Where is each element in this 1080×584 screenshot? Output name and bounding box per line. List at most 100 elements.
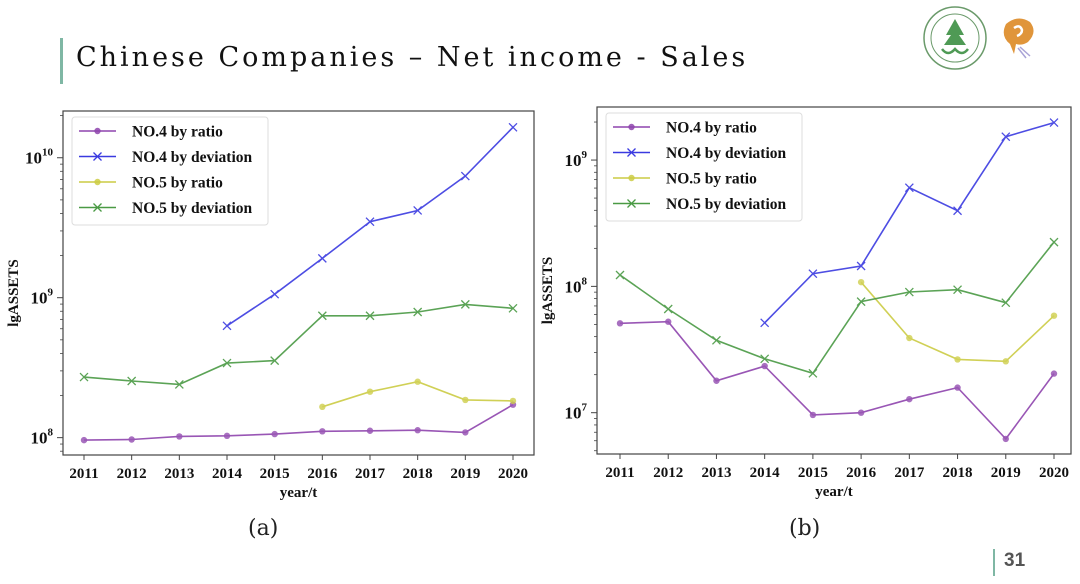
data-point: [857, 278, 865, 286]
series-no-4-by-deviation: [760, 118, 1059, 328]
orange-mascot-logo: [1003, 18, 1034, 59]
page-number-accent-bar: [993, 549, 995, 576]
data-point: [1001, 132, 1011, 142]
series-no-4-by-deviation: [222, 122, 518, 331]
data-point: [1049, 118, 1059, 128]
legend-label: NO.4 by deviation: [132, 149, 253, 166]
data-point: [509, 397, 517, 405]
data-point: [460, 299, 470, 309]
data-point: [413, 206, 423, 215]
data-point: [808, 368, 818, 378]
chart-a: 108 109 1010 2011 2012 2013 2014 2015 2016 2017 20…: [6, 110, 535, 501]
data-point: [366, 388, 374, 395]
data-point: [460, 171, 470, 181]
data-point: [222, 321, 232, 331]
data-point: [413, 307, 423, 317]
data-point: [222, 358, 232, 368]
data-point: [760, 318, 770, 328]
data-point: [317, 311, 327, 321]
legend-entry: NO.4 by ratio: [79, 124, 223, 141]
data-point: [904, 287, 914, 297]
data-point: [94, 178, 101, 186]
x-tick-label: 2017: [355, 466, 386, 482]
data-point: [856, 297, 866, 307]
y-axis-label: lgASSETS: [540, 257, 556, 325]
data-point: [319, 403, 326, 411]
legend-box: [71, 116, 269, 226]
y-tick-label: 109: [565, 149, 588, 170]
y-tick-label: 108: [565, 275, 588, 296]
data-point: [128, 436, 135, 443]
data-point: [628, 174, 635, 182]
data-point: [809, 411, 817, 419]
data-point: [508, 303, 518, 313]
data-point: [365, 217, 375, 227]
x-tick-label: 2012: [653, 465, 683, 481]
legend-entry: NO.4 by ratio: [613, 120, 757, 137]
data-point: [462, 429, 469, 436]
y-tick-label: 107: [565, 402, 588, 423]
legend-label: NO.5 by deviation: [666, 196, 787, 213]
x-tick-label: 2019: [450, 466, 480, 482]
data-point: [906, 334, 913, 342]
series-line: [619, 241, 1055, 375]
legend-label: NO.5 by ratio: [666, 171, 757, 188]
data-point: [808, 269, 818, 279]
series-line: [619, 320, 1055, 441]
data-point: [713, 377, 720, 384]
data-point: [627, 199, 636, 208]
x-tick-label: 2014: [212, 466, 243, 482]
legend-entry: NO.4 by deviation: [613, 145, 787, 162]
legend-entry: NO.4 by deviation: [79, 149, 253, 166]
x-tick-label: 2011: [605, 465, 634, 481]
data-point: [508, 122, 518, 132]
series-no-5-by-deviation: [79, 299, 518, 389]
legend-box: [605, 112, 803, 222]
data-point: [127, 376, 137, 386]
data-point: [628, 123, 635, 131]
x-tick-label: 2016: [846, 465, 877, 481]
data-point: [93, 152, 102, 161]
data-point: [94, 127, 101, 135]
x-tick-label: 2020: [1039, 465, 1069, 481]
data-point: [616, 320, 624, 327]
legend-label: NO.4 by deviation: [666, 145, 787, 162]
data-point: [317, 253, 327, 263]
x-axis-label: year/t: [815, 484, 852, 500]
data-point: [711, 335, 721, 345]
legend-label: NO.5 by deviation: [132, 200, 253, 217]
x-tick-label: 2020: [498, 466, 528, 482]
data-point: [953, 285, 963, 295]
series-line: [83, 404, 514, 441]
data-point: [615, 270, 625, 280]
university-seal-logo: [923, 6, 987, 70]
data-point: [856, 261, 866, 271]
x-tick-label: 2014: [750, 465, 781, 481]
x-tick-label: 2017: [894, 465, 925, 481]
x-tick-label: 2013: [701, 465, 731, 481]
data-point: [414, 378, 421, 385]
data-point: [1049, 237, 1059, 247]
x-tick-label: 2015: [798, 465, 828, 481]
legend-label: NO.4 by ratio: [132, 124, 223, 141]
data-point: [1002, 435, 1009, 443]
data-point: [760, 354, 770, 364]
slide-title: Chinese Companies – Net income - Sales: [76, 42, 749, 73]
data-point: [761, 362, 768, 370]
data-point: [954, 356, 961, 363]
data-point: [93, 203, 102, 212]
x-tick-label: 2016: [307, 466, 338, 482]
y-tick-label: 109: [31, 287, 54, 308]
data-point: [79, 372, 89, 382]
data-point: [270, 356, 280, 366]
data-point: [1002, 358, 1009, 365]
x-axis-label: year/t: [280, 485, 317, 501]
data-point: [627, 148, 636, 157]
legend-label: NO.4 by ratio: [666, 120, 757, 137]
x-tick-label: 2019: [991, 465, 1021, 481]
x-tick-label: 2018: [403, 466, 433, 482]
series-no-5-by-ratio: [319, 378, 517, 411]
data-point: [904, 183, 914, 193]
x-tick-label: 2013: [164, 466, 194, 482]
series-no-5-by-deviation: [615, 237, 1059, 378]
